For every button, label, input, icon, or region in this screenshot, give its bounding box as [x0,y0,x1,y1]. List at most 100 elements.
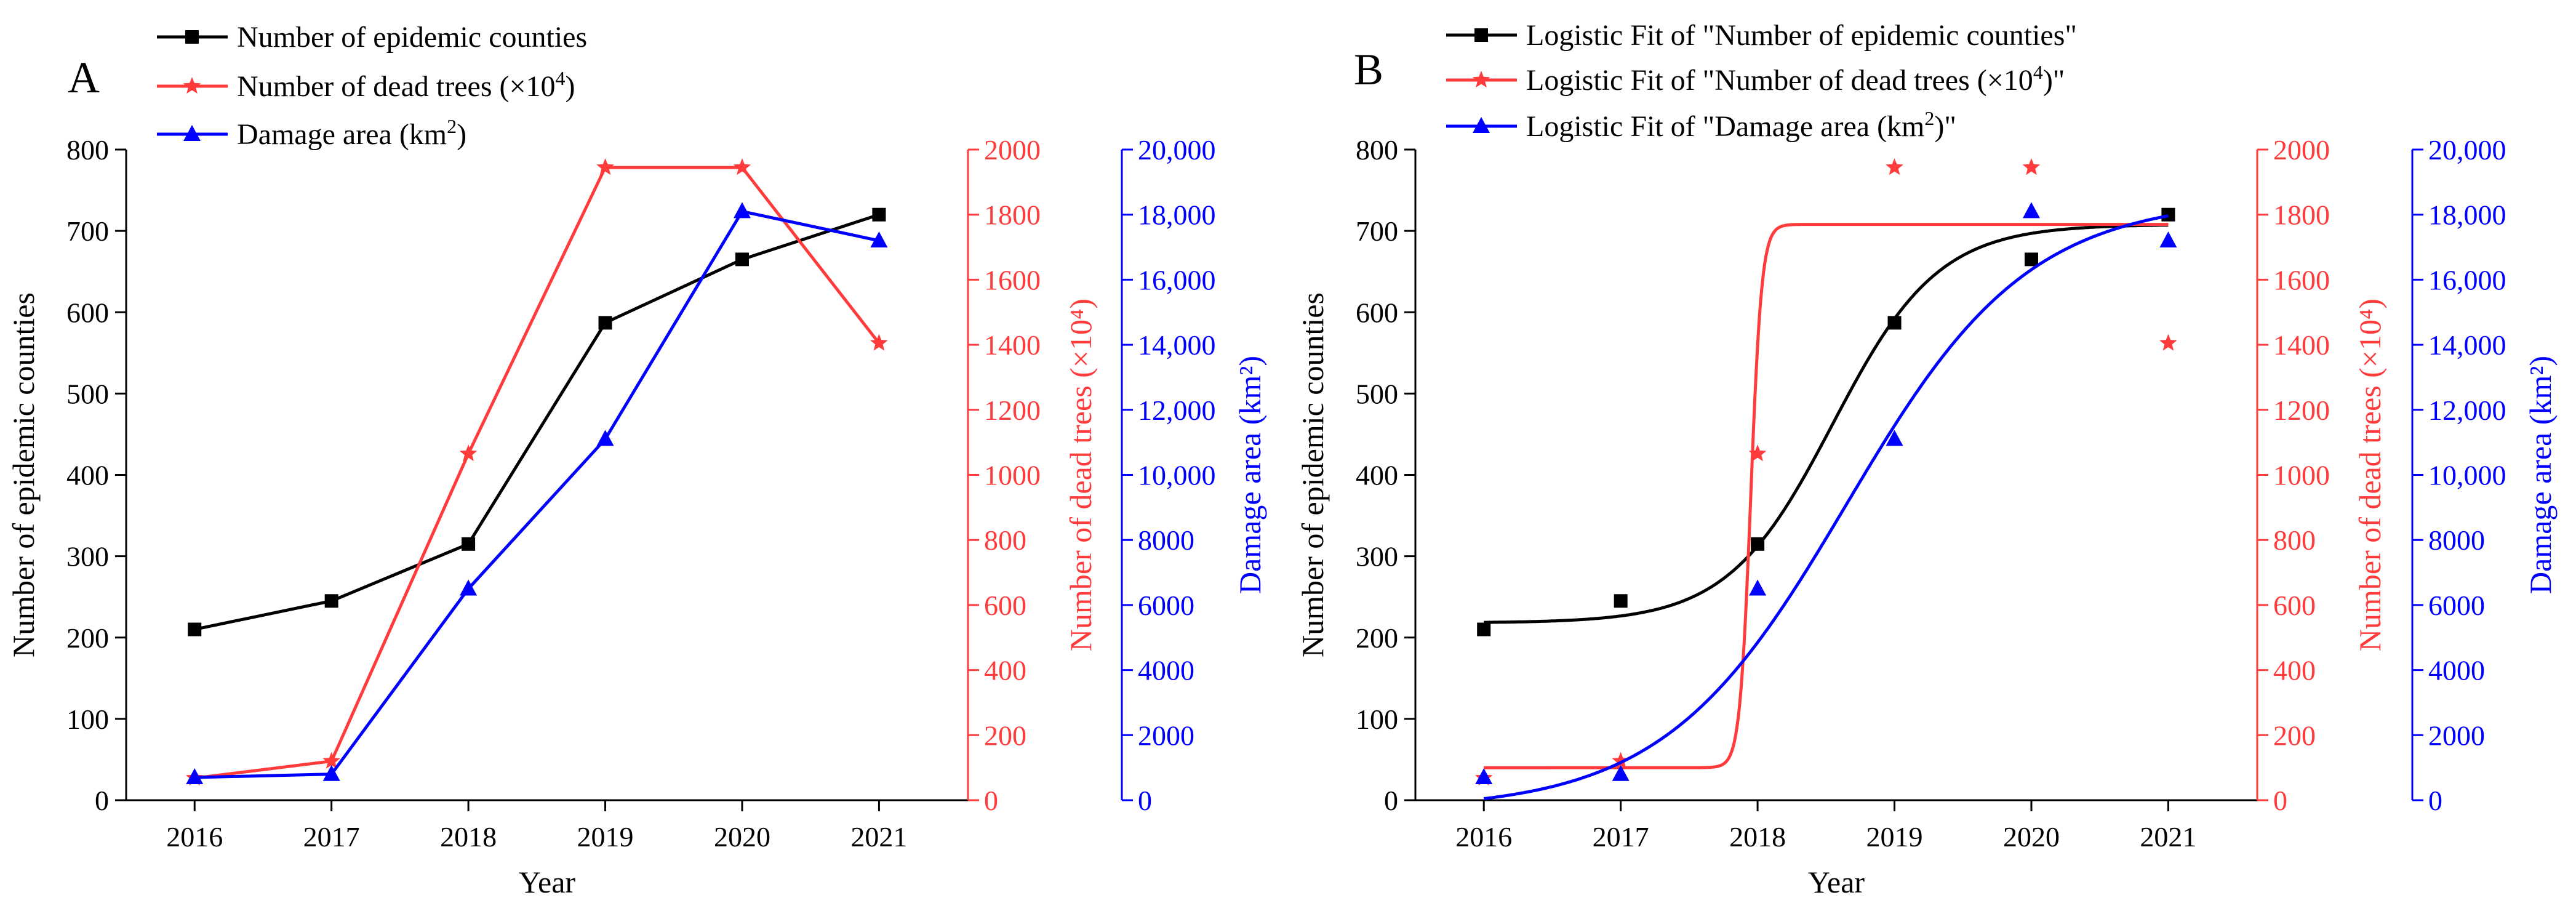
right2-tick-label: 20,000 [2428,134,2506,166]
data-point [1886,430,1903,446]
right2-tick-label: 14,000 [2428,329,2506,361]
right1-tick-label: 1600 [984,264,1041,295]
data-point [2022,158,2041,175]
left-tick-label: 0 [1384,785,1398,816]
right2-tick-label: 12,000 [2428,395,2506,426]
right2-tick-label: 16,000 [1138,264,1216,295]
data-point [1751,537,1765,551]
left-axis-title: Number of epidemic counties [1295,292,1330,657]
data-point [870,231,888,247]
data-point [1614,594,1628,608]
left-tick-label: 0 [95,785,109,816]
right1-tick-label: 400 [2273,655,2316,686]
data-point [2159,231,2177,247]
right1-axis-title: Number of dead trees (×10⁴) [1063,299,1098,651]
left-tick-label: 400 [1356,460,1398,491]
data-point [1612,752,1630,769]
right2-tick-label: 8000 [1138,524,1194,556]
data-point [462,537,476,551]
data-point [2024,252,2038,267]
right2-tick-label: 8000 [2428,524,2485,556]
legend-label: Number of epidemic counties [237,21,587,54]
right1-tick-label: 2000 [2273,134,2330,166]
right1-tick-label: 600 [984,590,1026,621]
data-point [598,316,612,330]
series-2 [1475,202,2177,800]
left-tick-label: 100 [66,704,109,735]
data-point [1887,316,1902,330]
right1-tick-label: 0 [2273,785,2287,816]
left-tick-label: 100 [1356,704,1398,735]
legend-label: Logistic Fit of "Number of epidemic coun… [1526,19,2077,52]
data-point [735,252,749,267]
data-point [188,622,202,636]
x-tick-label: 2020 [2003,821,2060,853]
legend-marker [183,125,201,141]
right1-tick-label: 2000 [984,134,1041,166]
legend-label: Logistic Fit of "Number of dead trees (×… [1526,61,2065,97]
data-point [1475,768,1493,785]
left-tick-label: 700 [66,215,109,247]
left-tick-label: 600 [66,297,109,328]
right2-tick-label: 6000 [2428,590,2485,621]
right2-tick-label: 10,000 [1138,460,1216,491]
right1-tick-label: 1600 [2273,264,2330,295]
right2-tick-label: 18,000 [2428,199,2506,231]
series-2 [186,202,888,785]
data-point [2159,334,2177,351]
right1-tick-label: 200 [984,720,1026,751]
legend-label: Logistic Fit of "Damage area (km2)" [1526,107,1956,143]
panel-b: B 2016 2017 2018 2019 2020 2021 Year 0 100 200 300 4… [1295,19,2558,899]
right1-tick-label: 1800 [984,199,1041,231]
x-tick-label: 2016 [1455,821,1512,853]
right2-tick-label: 10,000 [2428,460,2506,491]
series-0 [1477,207,2175,636]
series-line [194,209,879,779]
x-axis-title: Year [519,865,575,899]
data-point [596,158,614,175]
series-line [194,166,881,780]
right1-tick-label: 800 [984,524,1026,556]
legend-label: Number of dead trees (×104) [237,67,575,103]
left-tick-label: 200 [66,622,109,654]
left-tick-label: 500 [66,378,109,409]
right2-tick-label: 12,000 [1138,395,1216,426]
right2-axis-title: Damage area (km²) [1233,356,1267,594]
x-tick-label: 2017 [303,821,360,853]
right2-tick-label: 0 [2428,785,2442,816]
left-tick-label: 300 [1356,541,1398,572]
data-point [870,334,888,351]
right1-tick-label: 1000 [2273,460,2330,491]
right2-tick-label: 4000 [2428,655,2485,686]
left-tick-label: 800 [66,134,109,166]
data-point [1886,158,1903,175]
left-tick-label: 700 [1356,215,1398,247]
x-tick-label: 2016 [166,821,223,853]
data-point [1612,765,1630,781]
right2-tick-label: 2000 [1138,720,1194,751]
right1-tick-label: 0 [984,785,998,816]
x-tick-label: 2021 [850,821,907,853]
left-tick-label: 400 [66,460,109,491]
x-axis-title: Year [1808,865,1865,899]
fit-curve [1484,223,2169,624]
right1-tick-label: 1200 [984,395,1041,426]
right2-tick-label: 6000 [1138,590,1194,621]
legend-label: Damage area (km2) [237,115,466,151]
x-tick-label: 2019 [577,821,634,853]
data-point [1477,622,1491,636]
legend-marker [183,77,201,94]
data-point [459,444,478,462]
left-tick-label: 600 [1356,297,1398,328]
fit-curve [1484,223,2169,769]
data-point [2022,202,2040,219]
x-tick-label: 2021 [2140,821,2196,853]
left-tick-label: 200 [1356,622,1398,654]
left-tick-label: 800 [1356,134,1398,166]
left-tick-label: 500 [1356,378,1398,409]
data-point [460,579,478,596]
series-line [194,213,880,631]
right1-tick-label: 200 [2273,720,2316,751]
right2-tick-label: 2000 [2428,720,2485,751]
